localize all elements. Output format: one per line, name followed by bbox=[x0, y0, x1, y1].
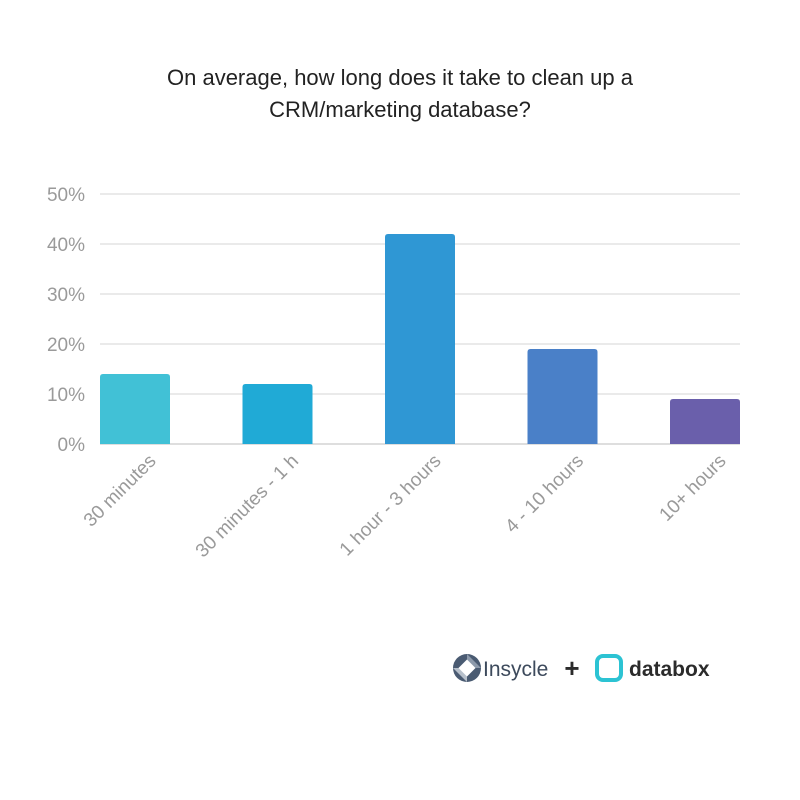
chart-title: On average, how long does it take to cle… bbox=[0, 62, 800, 126]
bars bbox=[100, 234, 740, 444]
bar bbox=[385, 234, 455, 444]
chart-title-line-1: On average, how long does it take to cle… bbox=[167, 65, 633, 90]
x-tick-label: 10+ hours bbox=[656, 451, 731, 526]
bar bbox=[670, 399, 740, 444]
y-tick-label: 0% bbox=[58, 435, 86, 456]
y-tick-label: 20% bbox=[47, 335, 85, 356]
x-tick-label: 30 minutes - 1 h bbox=[192, 451, 303, 562]
insycle-wordmark: Insycle bbox=[483, 658, 548, 681]
x-axis: 30 minutes 30 minutes - 1 h 1 hour - 3 hou… bbox=[80, 451, 731, 562]
y-tick-label: 10% bbox=[47, 385, 85, 406]
bar bbox=[100, 374, 170, 444]
databox-wordmark: databox bbox=[629, 658, 710, 681]
y-tick-label: 30% bbox=[47, 285, 85, 306]
plus-sign: + bbox=[564, 653, 579, 683]
x-tick-label: 4 - 10 hours bbox=[501, 451, 588, 538]
databox-icon bbox=[595, 654, 623, 682]
insycle-icon bbox=[453, 654, 481, 682]
databox-logo: databox bbox=[595, 654, 710, 682]
bar bbox=[242, 384, 313, 444]
insycle-logo: Insycle bbox=[453, 654, 548, 682]
y-tick-label: 50% bbox=[47, 185, 85, 206]
x-tick-label: 30 minutes bbox=[80, 451, 161, 532]
y-axis: 0% 10% 20% 30% 40% 50% bbox=[47, 185, 85, 456]
y-tick-label: 40% bbox=[47, 235, 85, 256]
brand-logos: Insycle + databox bbox=[453, 653, 710, 683]
chart-title-line-2: CRM/marketing database? bbox=[269, 97, 531, 122]
x-tick-label: 1 hour - 3 hours bbox=[336, 451, 446, 561]
bar bbox=[527, 349, 598, 444]
